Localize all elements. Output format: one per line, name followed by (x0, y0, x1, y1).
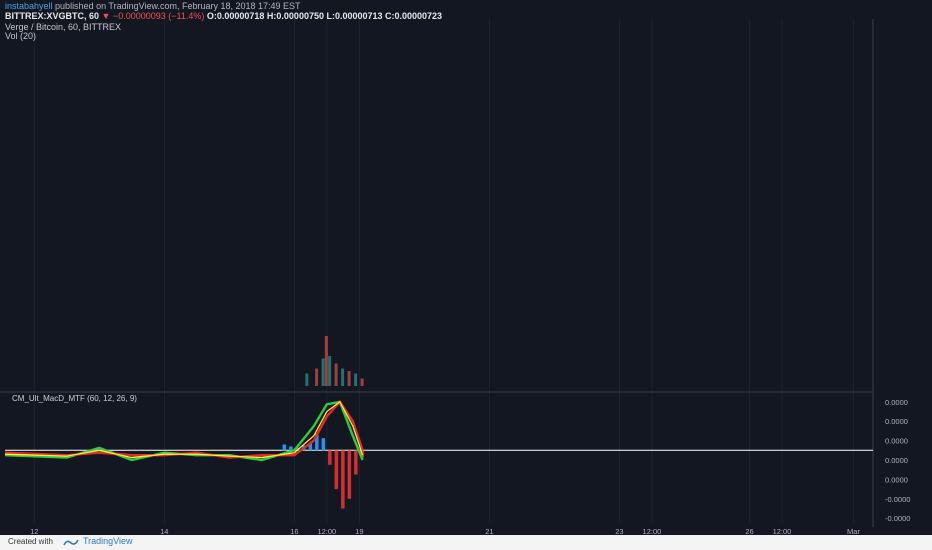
volume-bar (305, 373, 309, 386)
time-tick-label: Mar (847, 527, 860, 535)
macd-tick-label: 0.0000 (885, 456, 908, 465)
grid (0, 19, 874, 527)
chart-svg[interactable]: 2.618(0.00001481)2(0.00001297)1.618(0.00… (0, 0, 932, 535)
macd-tick-label: -0.0000 (885, 495, 910, 504)
macd-histogram-bar (295, 447, 300, 451)
volume-label: Vol (20) (5, 31, 37, 41)
time-tick-label: 16 (290, 527, 298, 535)
macd-histogram-bar (354, 450, 358, 475)
chart-background (0, 0, 932, 535)
volume-bar (347, 371, 351, 386)
footer-bar: Created with TradingView (0, 535, 932, 550)
macd-histogram-bar (282, 444, 287, 451)
time-tick-label: 12:00 (317, 527, 336, 535)
macd-tick-label: 0.0000 (885, 475, 908, 484)
time-tick-label: 26 (745, 527, 753, 535)
macd-line (4, 400, 364, 462)
macd-histogram-bar (289, 446, 293, 451)
symbol-text[interactable]: BITTREX:XVGBTC, 60 (5, 11, 100, 21)
macd-histogram-bar (315, 433, 319, 451)
ohlc-text: O:0.00000718 H:0.00000750 L:0.00000713 C… (206, 11, 443, 21)
macd-histogram-bar (347, 450, 352, 499)
change-text: ▼ −0.00000093 (−11.4%) (101, 11, 205, 21)
volume-bar (321, 358, 325, 386)
volume-bar (360, 378, 364, 386)
macd-histogram-bar (321, 438, 326, 451)
time-tick-label: 12 (30, 527, 38, 535)
publish-line: instabahyell published on TradingView.co… (5, 1, 301, 11)
macd-tick-label: -0.0000 (885, 514, 910, 523)
volume-bar (341, 368, 345, 386)
macd-histogram-bar (308, 443, 313, 451)
volume-bars (305, 336, 364, 386)
macd-line (4, 400, 364, 459)
macd-pane (4, 399, 873, 509)
time-tick-label: 12:00 (773, 527, 792, 535)
macd-histogram-bar (328, 450, 332, 465)
tradingview-logo-icon (63, 539, 79, 546)
volume-bar (315, 368, 319, 386)
time-tick-label: 21 (485, 527, 493, 535)
time-tick-label: 23 (615, 527, 623, 535)
macd-histogram-bar (334, 450, 339, 490)
volume-bar (324, 336, 328, 386)
macd-axis[interactable]: 0.0000 0.0000 0.0000 0.0000 0.0000 -0.0000 -0.… (885, 398, 910, 523)
tradingview-brand[interactable]: TradingView (83, 536, 133, 546)
published-text: published on TradingView.com, February 1… (55, 1, 301, 11)
created-with-text: Created with (8, 537, 53, 546)
volume-bar (328, 356, 332, 386)
volume-bar (354, 373, 358, 386)
time-axis[interactable]: 12 14 16 12:00 19 21 23 12:00 26 12:00 Mar (30, 527, 860, 535)
macd-title[interactable]: CM_Ult_MacD_MTF (60, 12, 26, 9) (12, 394, 137, 403)
volume-bar (334, 363, 338, 386)
macd-tick-label: 0.0000 (885, 398, 908, 407)
time-tick-label: 19 (355, 527, 363, 535)
symbol-line: BITTREX:XVGBTC, 60 ▼ −0.00000093 (−11.4%… (5, 11, 442, 21)
author-link[interactable]: instabahyell (5, 1, 53, 11)
instrument-label: Verge / Bitcoin, 60, BITTREX (5, 22, 122, 32)
time-tick-label: 12:00 (643, 527, 662, 535)
macd-tick-label: 0.0000 (885, 417, 908, 426)
macd-tick-label: 0.0000 (885, 437, 908, 446)
macd-histogram-bar (341, 450, 345, 509)
time-tick-label: 14 (160, 527, 168, 535)
